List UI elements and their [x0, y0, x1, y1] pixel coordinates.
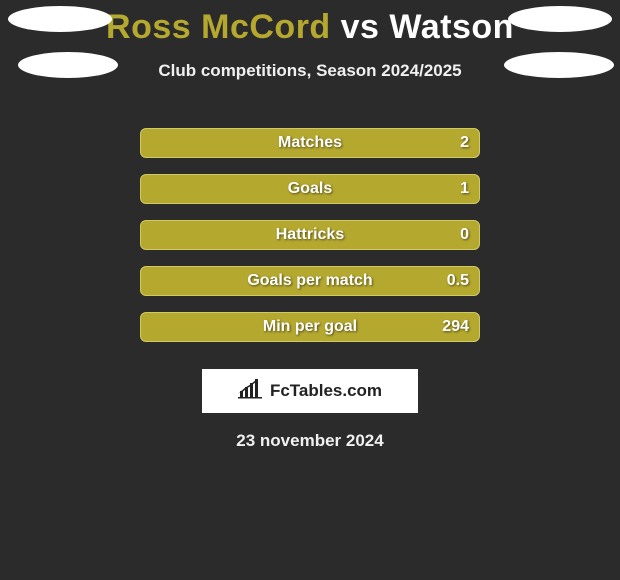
stat-label: Goals per match: [141, 272, 479, 290]
stat-value: 0.5: [447, 272, 469, 290]
avatar-placeholder-left-2: [18, 52, 118, 78]
stat-bar: Goals 1: [140, 174, 480, 204]
stats-container: Matches 2 Goals 1 Hattricks 0 Goals per …: [0, 121, 620, 351]
stat-label: Hattricks: [141, 226, 479, 244]
brand-text: FcTables.com: [270, 381, 382, 401]
stat-bar: Matches 2: [140, 128, 480, 158]
stat-row: Goals 1: [0, 167, 620, 213]
stat-label: Goals: [141, 180, 479, 198]
avatar-placeholder-right-2: [504, 52, 614, 78]
brand-badge: FcTables.com: [202, 369, 418, 413]
stat-bar: Goals per match 0.5: [140, 266, 480, 296]
stat-value: 2: [460, 134, 469, 152]
stat-label: Matches: [141, 134, 479, 152]
stat-row: Hattricks 0: [0, 213, 620, 259]
stat-bar: Min per goal 294: [140, 312, 480, 342]
stat-row: Matches 2: [0, 121, 620, 167]
stat-value: 1: [460, 180, 469, 198]
avatar-placeholder-left-1: [8, 6, 112, 32]
date-text: 23 november 2024: [0, 431, 620, 451]
stat-label: Min per goal: [141, 318, 479, 336]
chart-icon: [238, 379, 264, 404]
stat-value: 294: [442, 318, 469, 336]
player2-name: Watson: [389, 8, 514, 46]
avatar-placeholder-right-1: [508, 6, 612, 32]
stat-row: Min per goal 294: [0, 305, 620, 351]
stat-bar: Hattricks 0: [140, 220, 480, 250]
vs-text: vs: [341, 8, 380, 46]
player1-name: Ross McCord: [106, 8, 331, 46]
stat-value: 0: [460, 226, 469, 244]
stat-row: Goals per match 0.5: [0, 259, 620, 305]
